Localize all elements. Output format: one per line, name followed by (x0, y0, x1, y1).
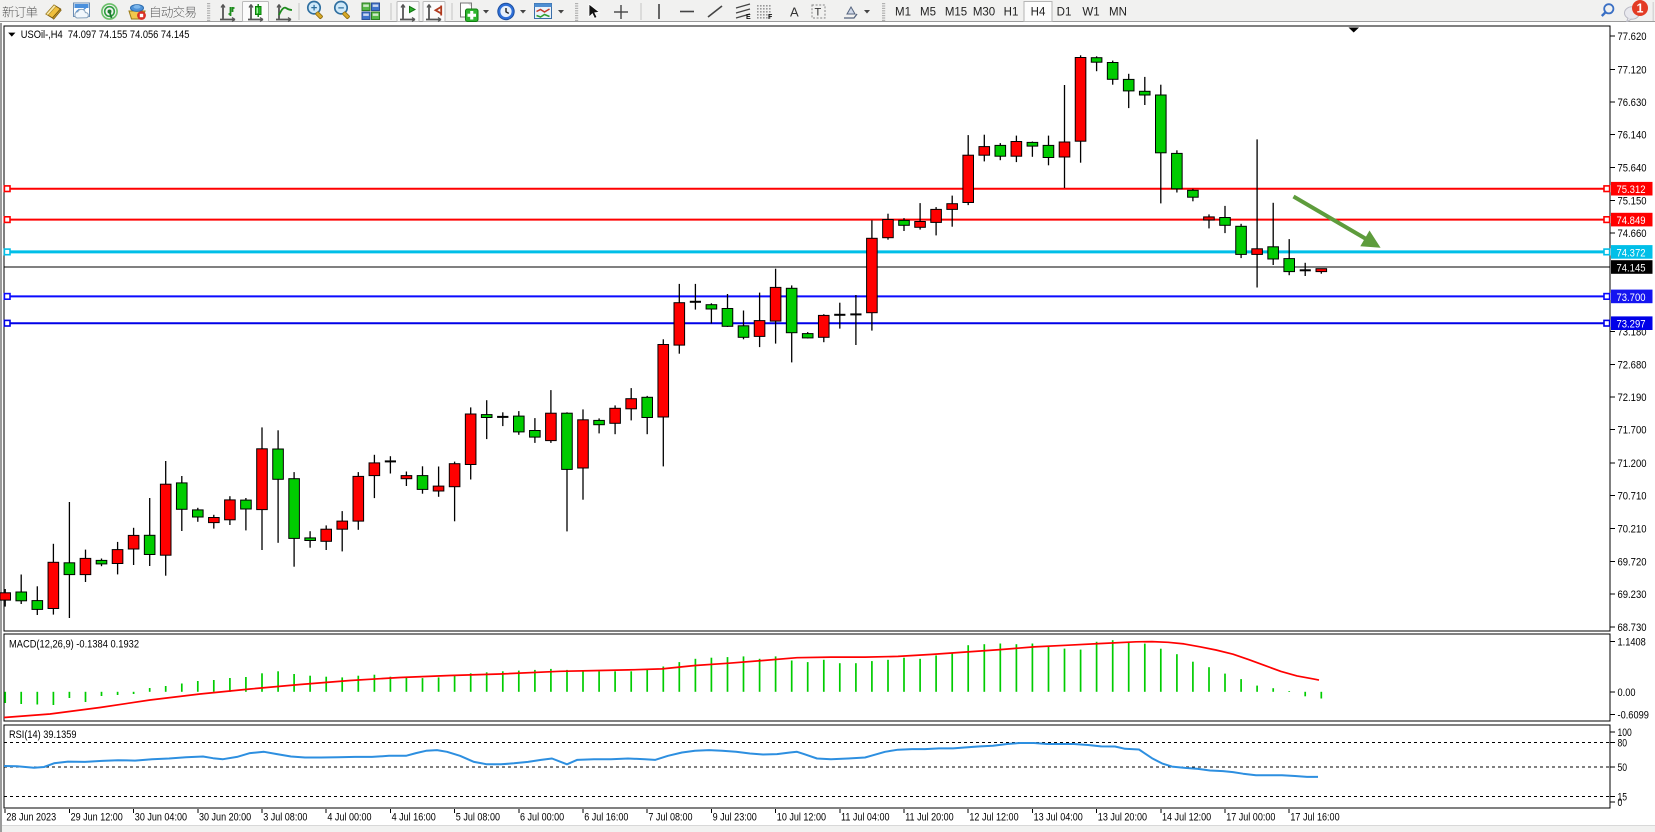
svg-text:0.00: 0.00 (1618, 687, 1636, 699)
svg-text:H1: H1 (1004, 7, 1019, 19)
svg-text:5 Jul 08:00: 5 Jul 08:00 (456, 812, 500, 824)
svg-text:69.230: 69.230 (1618, 589, 1647, 601)
svg-text:−: − (338, 2, 344, 14)
svg-text:72.680: 72.680 (1618, 360, 1647, 372)
svg-text:4 Jul 16:00: 4 Jul 16:00 (392, 812, 436, 824)
svg-text:100: 100 (1618, 727, 1632, 739)
svg-text:D1: D1 (1057, 7, 1072, 19)
svg-text:A: A (790, 5, 799, 20)
svg-text:75.640: 75.640 (1618, 163, 1647, 175)
svg-text:4 Jul 00:00: 4 Jul 00:00 (327, 812, 371, 824)
svg-text:71.700: 71.700 (1618, 425, 1647, 437)
svg-text:70.710: 70.710 (1618, 491, 1647, 503)
svg-text:W1: W1 (1082, 7, 1099, 19)
svg-text:74.849: 74.849 (1617, 215, 1646, 227)
svg-text:M1: M1 (895, 7, 911, 19)
svg-text:F: F (768, 14, 773, 21)
svg-text:70.210: 70.210 (1618, 524, 1647, 536)
svg-text:+: + (311, 2, 317, 14)
svg-text:75.312: 75.312 (1617, 184, 1646, 196)
svg-text:73.700: 73.700 (1617, 292, 1646, 304)
svg-text:71.200: 71.200 (1618, 458, 1647, 470)
svg-text:17 Jul 00:00: 17 Jul 00:00 (1226, 812, 1275, 824)
svg-text:74.660: 74.660 (1618, 228, 1647, 240)
svg-text:6 Jul 16:00: 6 Jul 16:00 (584, 812, 628, 824)
svg-text:72.190: 72.190 (1618, 392, 1647, 404)
svg-text:M15: M15 (945, 7, 967, 19)
svg-text:29 Jun 12:00: 29 Jun 12:00 (71, 812, 123, 824)
svg-text:MN: MN (1109, 7, 1127, 19)
svg-text:74.145: 74.145 (1617, 262, 1646, 274)
svg-text:75.150: 75.150 (1618, 195, 1647, 207)
svg-text:14 Jul 12:00: 14 Jul 12:00 (1162, 812, 1211, 824)
svg-text:7 Jul 08:00: 7 Jul 08:00 (648, 812, 692, 824)
svg-text:E: E (746, 14, 751, 21)
svg-text:77.120: 77.120 (1618, 64, 1647, 76)
svg-text:30 Jun 04:00: 30 Jun 04:00 (135, 812, 187, 824)
svg-text:0: 0 (1618, 797, 1623, 809)
svg-text:76.630: 76.630 (1618, 97, 1647, 109)
svg-text:68.730: 68.730 (1618, 622, 1647, 634)
svg-text:9 Jul 23:00: 9 Jul 23:00 (713, 812, 757, 824)
svg-text:-0.6099: -0.6099 (1618, 710, 1649, 722)
svg-text:10 Jul 12:00: 10 Jul 12:00 (777, 812, 826, 824)
svg-text:H4: H4 (1031, 7, 1046, 19)
svg-text:M5: M5 (920, 7, 936, 19)
svg-text:50: 50 (1618, 762, 1628, 774)
svg-text:30 Jun 20:00: 30 Jun 20:00 (199, 812, 251, 824)
svg-text:6 Jul 00:00: 6 Jul 00:00 (520, 812, 564, 824)
svg-text:13 Jul 20:00: 13 Jul 20:00 (1098, 812, 1147, 824)
svg-text:3 Jul 08:00: 3 Jul 08:00 (263, 812, 307, 824)
svg-text:76.140: 76.140 (1618, 130, 1647, 142)
svg-text:13 Jul 04:00: 13 Jul 04:00 (1034, 812, 1083, 824)
svg-text:USOil-,H4 74.097 74.155 74.05: USOil-,H4 74.097 74.155 74.056 74.145 (21, 29, 190, 41)
svg-text:15: 15 (1618, 791, 1628, 803)
svg-text:11 Jul 20:00: 11 Jul 20:00 (905, 812, 954, 824)
svg-text:77.620: 77.620 (1618, 31, 1647, 43)
svg-text:12 Jul 12:00: 12 Jul 12:00 (969, 812, 1018, 824)
svg-text:74.372: 74.372 (1617, 247, 1646, 259)
svg-text:80: 80 (1618, 737, 1628, 749)
svg-text:M30: M30 (973, 7, 995, 19)
svg-text:1.1408: 1.1408 (1618, 637, 1646, 649)
svg-text:T: T (815, 7, 822, 19)
svg-text:69.720: 69.720 (1618, 556, 1647, 568)
svg-text:MACD(12,26,9) -0.1384 0.1932: MACD(12,26,9) -0.1384 0.1932 (9, 639, 139, 651)
svg-text:1: 1 (1637, 1, 1644, 15)
svg-text:28 Jun 2023: 28 Jun 2023 (6, 812, 56, 824)
svg-text:17 Jul 16:00: 17 Jul 16:00 (1290, 812, 1339, 824)
svg-text:73.297: 73.297 (1617, 319, 1646, 331)
svg-text:RSI(14) 39.1359: RSI(14) 39.1359 (9, 729, 77, 741)
svg-text:11 Jul 04:00: 11 Jul 04:00 (841, 812, 890, 824)
